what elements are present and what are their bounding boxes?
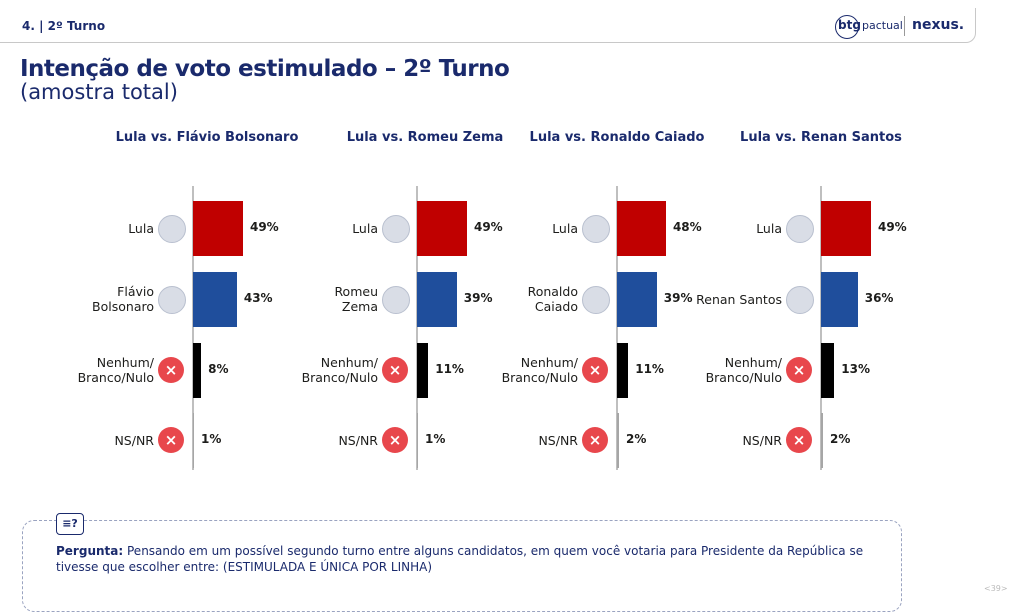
category-label: NS/NR	[742, 432, 782, 448]
value-label: 39%	[663, 291, 693, 305]
candidate-photo	[582, 215, 610, 243]
header-bar	[0, 8, 976, 43]
page-number: <39>	[984, 584, 1008, 593]
bar	[417, 412, 419, 468]
axis-line	[416, 186, 418, 470]
none-icon: ×	[382, 427, 408, 453]
chart-title: Lula vs. Flávio Bolsonaro	[115, 130, 299, 145]
axis-line	[616, 186, 618, 470]
value-label: 43%	[243, 291, 273, 305]
chart-title: Lula vs. Romeu Zema	[346, 130, 504, 145]
bar	[617, 200, 666, 256]
value-label: 8%	[208, 362, 229, 376]
bar	[821, 200, 871, 256]
category-label: NS/NR	[538, 432, 578, 448]
logo-pactual: pactual	[862, 19, 903, 32]
category-label: Romeu Zema	[334, 284, 378, 314]
category-label: Nenhum/ Branco/Nulo	[301, 355, 378, 385]
category-label: Ronaldo Caiado	[527, 284, 578, 314]
candidate-photo	[582, 286, 610, 314]
value-label: 13%	[841, 362, 870, 376]
bar	[417, 342, 429, 398]
question-icon: ≡?	[56, 513, 84, 535]
bar	[617, 342, 629, 398]
title: Intenção de voto estimulado – 2º Turno	[20, 56, 510, 82]
category-label: Renan Santos	[696, 291, 782, 307]
candidate-photo	[158, 215, 186, 243]
bar	[193, 342, 202, 398]
bar	[417, 200, 467, 256]
category-label: Lula	[128, 220, 154, 236]
value-label: 2%	[626, 432, 647, 446]
value-label: 1%	[425, 432, 446, 446]
chart-title: Lula vs. Ronaldo Caiado	[529, 130, 705, 145]
logo-btg: btg	[838, 18, 861, 32]
slide: 4. | 2º Turno btg pactual nexus. Intençã…	[0, 8, 1008, 612]
bar	[193, 271, 237, 327]
value-label: 49%	[473, 220, 503, 234]
category-label: NS/NR	[338, 432, 378, 448]
candidate-photo	[158, 286, 186, 314]
question-label: Pergunta:	[56, 544, 124, 558]
question-text: Pensando em um possível segundo turno en…	[56, 544, 864, 574]
value-label: 48%	[672, 220, 702, 234]
category-label: Lula	[552, 220, 578, 236]
candidate-photo	[786, 286, 814, 314]
category-label: Nenhum/ Branco/Nulo	[705, 355, 782, 385]
bar	[193, 200, 243, 256]
value-label: 11%	[635, 362, 664, 376]
value-label: 49%	[877, 220, 907, 234]
value-label: 39%	[463, 291, 493, 305]
none-icon: ×	[582, 357, 608, 383]
category-label: Nenhum/ Branco/Nulo	[77, 355, 154, 385]
none-icon: ×	[582, 427, 608, 453]
axis-line	[820, 186, 822, 470]
category-label: Lula	[352, 220, 378, 236]
bar	[821, 342, 835, 398]
section-label: 4. | 2º Turno	[22, 19, 106, 33]
category-label: NS/NR	[114, 432, 154, 448]
bar	[617, 271, 657, 327]
none-icon: ×	[786, 427, 812, 453]
question: Pergunta: Pensando em um possível segund…	[56, 543, 896, 575]
category-label: Flávio Bolsonaro	[92, 284, 154, 314]
none-icon: ×	[158, 357, 184, 383]
bar	[821, 412, 824, 468]
candidate-photo	[382, 215, 410, 243]
value-label: 36%	[864, 291, 894, 305]
chart-title: Lula vs. Renan Santos	[740, 130, 902, 145]
logo-ring	[835, 15, 859, 39]
logo-divider	[904, 16, 905, 36]
none-icon: ×	[786, 357, 812, 383]
value-label: 49%	[249, 220, 279, 234]
bar	[821, 271, 858, 327]
logo-nexus: nexus.	[912, 17, 965, 33]
none-icon: ×	[158, 427, 184, 453]
value-label: 1%	[201, 432, 222, 446]
value-label: 11%	[435, 362, 464, 376]
subtitle: (amostra total)	[20, 80, 178, 104]
bar	[617, 412, 620, 468]
bar	[193, 412, 195, 468]
candidate-photo	[382, 286, 410, 314]
candidate-photo	[786, 215, 814, 243]
category-label: Nenhum/ Branco/Nulo	[501, 355, 578, 385]
value-label: 2%	[830, 432, 851, 446]
none-icon: ×	[382, 357, 408, 383]
bar	[417, 271, 457, 327]
category-label: Lula	[756, 220, 782, 236]
axis-line	[192, 186, 194, 470]
